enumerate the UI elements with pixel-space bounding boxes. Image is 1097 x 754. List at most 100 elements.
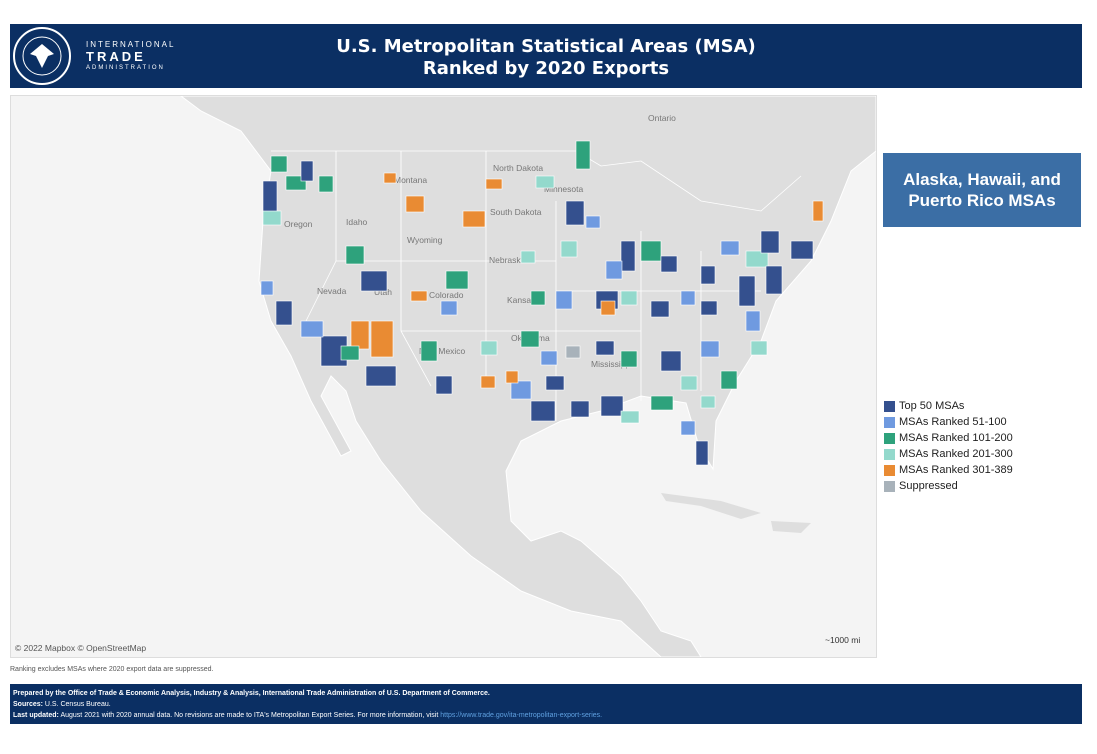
footer-label: Last updated:: [13, 712, 59, 719]
legend-swatch: [884, 480, 895, 492]
map: Ontario North Dakota South Dakota Montana Wy…: [10, 95, 877, 658]
msa-area: [555, 290, 573, 310]
legend-swatch: [884, 416, 895, 428]
footer-text: Prepared by the Office of Trade & Econom…: [13, 690, 490, 697]
msa-area: [270, 155, 288, 173]
seal: [13, 27, 71, 85]
msa-area: [720, 240, 740, 256]
territories-button[interactable]: Alaska, Hawaii, and Puerto Rico MSAs: [883, 153, 1081, 227]
msa-area: [560, 240, 578, 258]
msa-area: [480, 375, 496, 389]
msa-area: [620, 350, 638, 368]
msa-area: [260, 280, 274, 296]
msa-area: [370, 320, 394, 358]
logo-text: INTERNATIONAL: [86, 40, 176, 49]
place-label: Montana: [394, 175, 427, 185]
footer-label: Sources:: [13, 701, 43, 708]
msa-area: [530, 290, 546, 306]
place-label: Mississippi: [591, 359, 632, 369]
legend-swatch: [884, 432, 895, 444]
msa-area: [410, 290, 428, 302]
msa-area: [680, 290, 696, 306]
place-label: Wyoming: [407, 235, 443, 245]
link[interactable]: https://www.trade.gov/ita-metropolitan-e…: [440, 712, 603, 719]
legend-item: Suppressed: [884, 480, 958, 492]
msa-area: [745, 310, 761, 332]
msa-area: [383, 172, 397, 184]
legend-label: Top 50 MSAs: [899, 400, 965, 412]
msa-area: [445, 270, 469, 290]
msa-area: [600, 395, 624, 417]
msa-area: [700, 395, 716, 409]
place-label: Kansas: [507, 295, 535, 305]
legend-swatch: [884, 400, 895, 412]
logo-text: ADMINISTRATION: [86, 65, 165, 71]
place-label: Idaho: [346, 217, 368, 227]
land: [771, 521, 811, 533]
legend-label: MSAs Ranked 301-389: [899, 464, 1013, 476]
title: U.S. Metropolitan Statistical Areas (MSA…: [336, 36, 756, 57]
place-label: Oregon: [284, 219, 313, 229]
msa-area: [720, 370, 738, 390]
msa-area: [545, 375, 565, 391]
msa-area: [790, 240, 814, 260]
msa-area: [485, 178, 503, 190]
legend-label: MSAs Ranked 101-200: [899, 432, 1013, 444]
place-label: Nevada: [317, 286, 347, 296]
msa-area: [812, 200, 824, 222]
msa-area: [640, 240, 662, 262]
attribution: © 2022 Mapbox © OpenStreetMap: [15, 643, 146, 653]
msa-area: [600, 300, 616, 316]
msa-area: [405, 195, 425, 213]
scale: ~1000 mi: [825, 635, 860, 645]
footer: Prepared by the Office of Trade & Econom…: [10, 684, 1082, 724]
msa-area: [300, 160, 314, 182]
msa-area: [350, 320, 370, 350]
place-label: Minnesota: [544, 184, 583, 194]
legend-item: Top 50 MSAs: [884, 400, 964, 412]
msa-area: [605, 260, 623, 280]
legend-swatch: [884, 464, 895, 476]
title: Ranked by 2020 Exports: [422, 58, 670, 79]
note: Ranking excludes MSAs where 2020 export …: [10, 666, 214, 673]
legend-item: MSAs Ranked 301-389: [884, 464, 1013, 476]
msa-area: [565, 200, 585, 226]
msa-area: [680, 375, 698, 391]
legend-item: MSAs Ranked 101-200: [884, 432, 1013, 444]
place-label: North Dakota: [493, 163, 543, 173]
msa-area: [360, 270, 388, 292]
legend-item: MSAs Ranked 51-100: [884, 416, 1007, 428]
place-label: New Mexico: [419, 346, 466, 356]
msa-area: [340, 345, 360, 361]
msa-area: [510, 380, 532, 400]
msa-area: [650, 395, 674, 411]
legend-item: MSAs Ranked 201-300: [884, 448, 1013, 460]
msa-area: [595, 340, 615, 356]
footer-line: Last updated: August 2021 with 2020 annu…: [13, 710, 1079, 721]
legend-label: Suppressed: [899, 480, 958, 492]
header: INTERNATIONAL TRADE ADMINISTRATION U.S. …: [10, 24, 1082, 88]
msa-area: [700, 300, 718, 316]
msa-area: [760, 230, 780, 254]
msa-area: [700, 340, 720, 358]
msa-area: [620, 410, 640, 424]
msa-area: [700, 265, 716, 285]
msa-area: [750, 340, 768, 356]
msa-area: [680, 420, 696, 436]
msa-area: [535, 175, 555, 189]
msa-area: [575, 140, 591, 170]
msa-area: [435, 375, 453, 395]
msa-area: [660, 255, 678, 273]
land: [661, 493, 761, 519]
legend-label: MSAs Ranked 51-100: [899, 416, 1007, 428]
msa-area: [765, 265, 783, 295]
place-label: Colorado: [429, 290, 464, 300]
msa-area: [650, 300, 670, 318]
msa-area: [620, 240, 636, 272]
place-label: South Dakota: [490, 207, 542, 217]
msa-area: [738, 275, 756, 307]
msa-area: [300, 320, 324, 338]
msa-area: [462, 210, 486, 228]
msa-area: [480, 340, 498, 356]
